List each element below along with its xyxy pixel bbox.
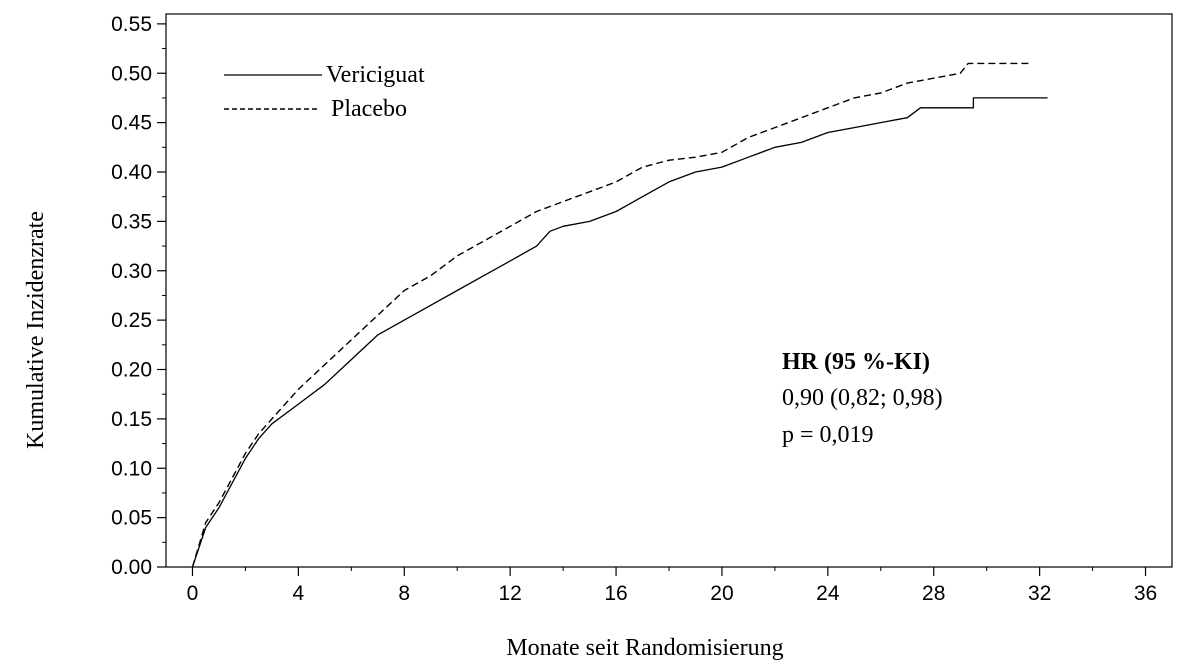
annotation-hr-value: 0,90 (0,82; 0,98)	[782, 385, 943, 411]
x-axis-title: Monate seit Randomisierung	[506, 635, 783, 661]
legend-label-vericiguat: Vericiguat	[326, 62, 425, 88]
y-tick-label: 0.00	[111, 556, 152, 579]
y-tick-label: 0.05	[111, 507, 152, 530]
series-line-vericiguat	[191, 97, 1048, 568]
x-tick-label: 32	[1028, 582, 1051, 605]
y-tick-label: 0.40	[111, 161, 152, 184]
x-tick-label: 12	[498, 582, 521, 605]
legend: Vericiguat Placebo	[224, 62, 425, 122]
x-tick-label: 16	[604, 582, 627, 605]
y-axis-title: Kumulative Inzidenzrate	[23, 211, 49, 449]
y-tick-label: 0.45	[111, 112, 152, 135]
y-tick-label: 0.25	[111, 309, 152, 332]
legend-label-placebo: Placebo	[331, 96, 407, 122]
annotation-p-value: p = 0,019	[782, 422, 874, 448]
series-line-placebo	[191, 62, 1032, 568]
x-tick-label: 4	[293, 582, 305, 605]
x-tick-label: 24	[816, 582, 840, 605]
y-tick-label: 0.20	[111, 359, 152, 382]
x-tick-label: 36	[1134, 582, 1157, 605]
plot-frame	[165, 13, 1173, 568]
y-tick-label: 0.15	[111, 408, 152, 431]
y-axis: 0.00 0.05 0.10 0.15 0.20 0.25 0.30 0.35 0.40 0.45…	[111, 13, 166, 579]
y-tick-label: 0.30	[111, 260, 152, 283]
y-tick-label: 0.35	[111, 210, 152, 233]
x-axis: 0 4 8 12 16 20 24 28 32 36	[187, 567, 1157, 605]
y-tick-label: 0.10	[111, 457, 152, 480]
x-tick-label: 8	[398, 582, 410, 605]
y-tick-label: 0.55	[111, 13, 152, 36]
x-tick-label: 0	[187, 582, 199, 605]
hazard-ratio-annotation: HR (95 %-KI) 0,90 (0,82; 0,98) p = 0,019	[782, 349, 943, 448]
annotation-heading: HR (95 %-KI)	[782, 349, 930, 375]
x-tick-label: 28	[922, 582, 945, 605]
series-layer	[191, 62, 1048, 568]
x-tick-label: 20	[710, 582, 733, 605]
y-tick-label: 0.50	[111, 62, 152, 85]
